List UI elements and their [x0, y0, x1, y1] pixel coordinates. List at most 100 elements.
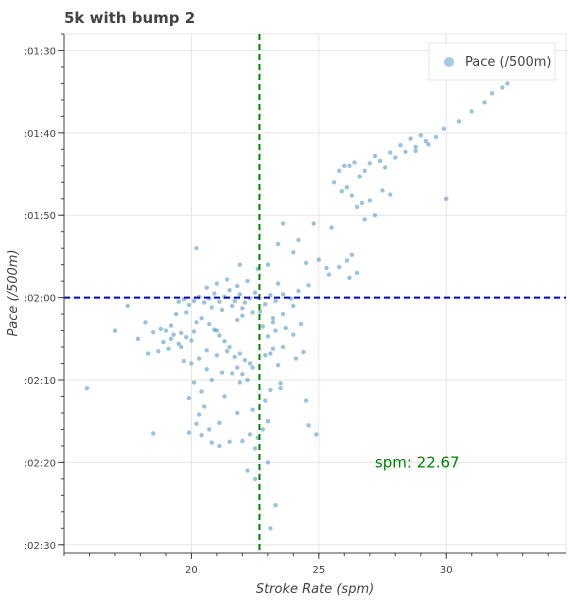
scatter-point — [398, 143, 403, 148]
scatter-point — [230, 303, 235, 309]
scatter-point — [296, 237, 301, 243]
scatter-point — [347, 163, 352, 168]
scatter-point — [176, 299, 181, 304]
scatter-point — [163, 328, 169, 333]
scatter-point — [354, 270, 360, 276]
scatter-point — [380, 188, 385, 193]
legend[interactable]: Pace (/500m) — [428, 42, 556, 81]
scatter-point — [166, 346, 171, 351]
scatter-point — [250, 310, 255, 315]
scatter-point — [247, 361, 253, 366]
scatter-point — [227, 288, 232, 293]
scatter-point — [186, 395, 192, 401]
scatter-point — [280, 311, 286, 317]
scatter-point — [456, 119, 462, 124]
y-tick-label: :01:40 — [24, 129, 56, 140]
scatter-point — [214, 281, 220, 286]
scatter-point — [273, 328, 278, 333]
scatter-point — [352, 160, 357, 165]
scatter-point — [245, 377, 250, 383]
scatter-point — [191, 329, 197, 334]
scatter-point — [202, 404, 207, 409]
scatter-point — [161, 339, 166, 345]
scatter-point — [242, 300, 248, 305]
scatter-point — [260, 324, 265, 329]
legend-box — [428, 42, 556, 81]
scatter-point — [112, 328, 118, 333]
scatter-point — [240, 313, 245, 318]
x-axis-label: Stroke Rate (spm) — [256, 582, 374, 597]
scatter-point — [367, 198, 372, 203]
scatter-point — [388, 192, 393, 197]
scatter-point — [151, 431, 156, 436]
scatter-point — [196, 356, 202, 361]
scatter-point — [227, 439, 232, 444]
scatter-point — [242, 358, 248, 363]
scatter-point — [240, 372, 245, 377]
scatter-point — [268, 526, 273, 531]
scatter-point — [268, 292, 273, 298]
scatter-point — [217, 443, 222, 449]
scatter-point — [199, 433, 204, 438]
scatter-point — [207, 427, 212, 432]
scatter-point — [505, 81, 510, 86]
scatter-point — [413, 148, 418, 154]
scatter-point — [393, 155, 398, 160]
scatter-point — [306, 283, 311, 288]
scatter-point — [235, 410, 240, 416]
scatter-point — [145, 351, 151, 356]
scatter-point — [263, 398, 268, 403]
scatter-point — [372, 153, 378, 159]
y-tick-label: :01:50 — [24, 211, 56, 222]
scatter-point — [204, 348, 209, 353]
scatter-point — [316, 257, 321, 262]
scatter-point — [265, 334, 271, 339]
x-tick-label: 30 — [440, 565, 453, 576]
y-tick-label: :02:20 — [24, 458, 56, 469]
y-tick-label: :02:10 — [24, 376, 56, 387]
scatter-point — [204, 367, 209, 372]
scatter-point — [441, 126, 446, 131]
scatter-point — [217, 333, 222, 338]
scatter-point — [219, 370, 225, 375]
scatter-point — [240, 306, 245, 311]
scatter-point — [270, 316, 276, 321]
scatter-point — [280, 344, 286, 350]
scatter-point — [237, 292, 242, 297]
scatter-point — [275, 281, 281, 286]
scatter-point — [362, 168, 367, 173]
scatter-point — [296, 288, 301, 294]
scatter-point — [191, 298, 197, 304]
scatter-point — [209, 377, 214, 383]
scatter-point — [265, 262, 271, 267]
scatter-point — [186, 430, 192, 435]
scatter-point — [367, 161, 372, 166]
scatter-point — [326, 272, 332, 277]
scatter-point — [306, 423, 311, 428]
scatter-point — [250, 407, 255, 412]
axes — [63, 34, 566, 554]
scatter-point — [408, 136, 413, 141]
scatter-point — [214, 328, 220, 333]
scatter-point — [433, 134, 439, 140]
scatter-point — [199, 316, 204, 321]
scatter-point — [273, 503, 278, 508]
scatter-point — [301, 349, 306, 355]
scatter-point — [291, 250, 296, 255]
scatter-point — [268, 351, 273, 356]
scatter-point — [194, 421, 199, 426]
scatter-point — [237, 380, 242, 385]
scatter-point — [156, 349, 161, 354]
scatter-point — [237, 351, 242, 356]
scatter-point — [217, 299, 222, 304]
scatter-point — [222, 394, 227, 399]
scatter-point — [135, 336, 141, 341]
scatter-point — [168, 323, 174, 328]
scatter-point — [278, 381, 283, 386]
scatter-point — [189, 361, 194, 366]
scatter-point — [403, 149, 408, 154]
scatter-point — [268, 387, 273, 393]
scatter-point — [324, 265, 329, 271]
x-tick-label: 20 — [185, 565, 198, 576]
scatter-point — [382, 165, 388, 170]
